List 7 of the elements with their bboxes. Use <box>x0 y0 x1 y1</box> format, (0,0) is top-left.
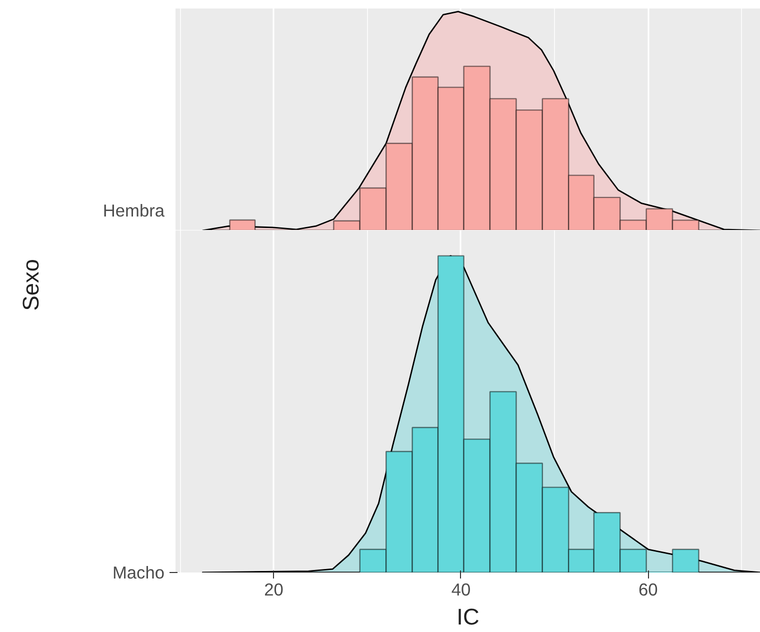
x-axis-title: IC <box>456 604 480 630</box>
x-tick-label: 20 <box>264 580 284 600</box>
y-axis-title: Sexo <box>18 259 44 311</box>
x-tick-label: 40 <box>451 580 471 600</box>
x-tick-label: 60 <box>638 580 658 600</box>
text: Macho <box>112 562 165 582</box>
text: Hembra <box>102 200 165 220</box>
